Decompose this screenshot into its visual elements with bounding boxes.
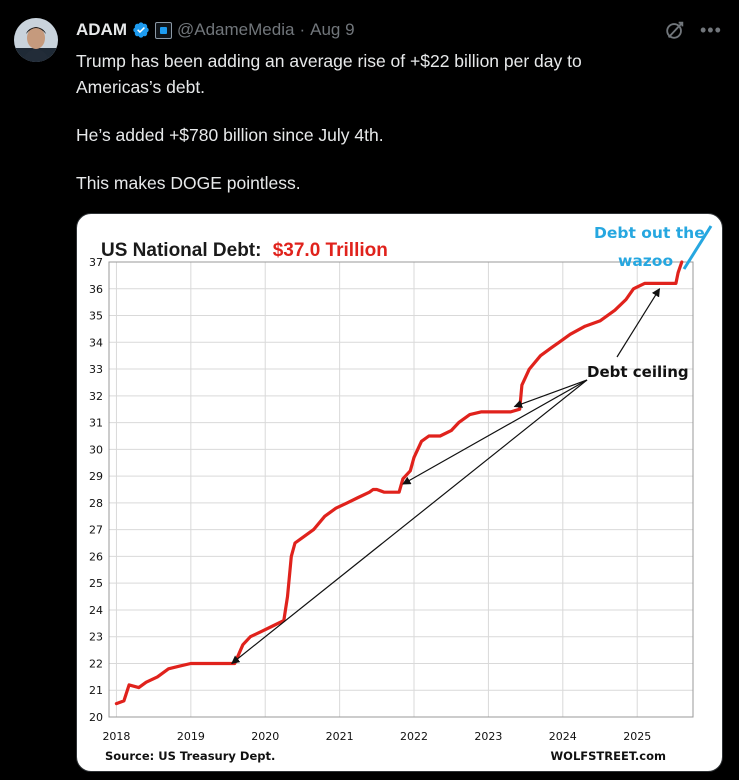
debt-ceiling-label: Debt ceiling [587,363,689,381]
y-tick-label: 33 [89,363,103,376]
y-tick-label: 37 [89,256,103,269]
x-tick-label: 2025 [623,730,651,743]
chart-title-prefix: US National Debt: [101,240,261,261]
x-tick-label: 2022 [400,730,428,743]
separator-dot: · [299,20,306,39]
author-handle[interactable]: @AdameMedia [177,20,295,39]
post-media-chart[interactable]: 20 21 22 23 24 25 26 27 28 29 30 31 32 33 34 35 36 37 201… [76,213,723,772]
post-text: Trump has been adding an average rise of… [76,48,716,196]
x-axis-ticks: 2018 2019 2020 2021 2022 2023 2024 2025 [102,730,651,743]
x-tick-label: 2023 [474,730,502,743]
y-tick-label: 22 [89,657,103,670]
more-icon[interactable]: ••• [700,20,722,40]
y-tick-label: 25 [89,577,103,590]
debt-ceiling-arrow [231,379,588,664]
y-tick-label: 26 [89,550,103,563]
author-name[interactable]: ADAM [76,20,127,39]
chart-source: Source: US Treasury Dept. [105,749,275,763]
y-tick-label: 21 [89,684,103,697]
y-tick-label: 32 [89,390,103,403]
y-tick-label: 20 [89,711,103,724]
post-header: ADAM @AdameMedia · Aug 9 [76,19,355,41]
wazoo-pointer [682,225,713,270]
y-tick-label: 24 [89,604,103,617]
y-tick-label: 29 [89,470,103,483]
x-tick-label: 2024 [549,730,577,743]
y-tick-label: 36 [89,283,103,296]
post-text-line: This makes DOGE pointless. [76,173,301,193]
y-tick-label: 30 [89,443,103,456]
debt-ceiling-arrow [616,288,661,358]
wazoo-label-line2: wazoo [618,252,673,270]
plot-frame [108,261,694,718]
avatar[interactable] [14,18,58,62]
grok-icon[interactable] [664,19,686,41]
debt-ceiling-arrow [513,379,588,408]
verified-badge-icon [133,22,149,38]
affiliate-badge-icon[interactable] [155,21,172,39]
wazoo-label-line1: Debt out the [594,224,705,242]
chart-title: US National Debt: $37.0 Trillion [101,240,388,261]
y-tick-label: 34 [89,336,103,349]
y-tick-label: 23 [89,631,103,644]
chart-credit: WOLFSTREET.com [550,749,666,763]
post-text-line: He’s added +$780 billion since July 4th. [76,125,384,145]
y-tick-label: 31 [89,417,103,430]
post-date[interactable]: Aug 9 [310,20,355,39]
x-tick-label: 2019 [177,730,205,743]
y-tick-label: 35 [89,310,103,323]
debt-series-line [114,260,684,706]
post-text-line: Trump has been adding an average rise of… [76,51,582,71]
y-tick-label: 27 [89,524,103,537]
debt-ceiling-arrows [231,288,661,664]
chart-title-value: $37.0 Trillion [273,240,388,261]
y-tick-label: 28 [89,497,103,510]
x-tick-label: 2021 [326,730,354,743]
chart-grid [109,261,693,718]
y-axis-ticks: 20 21 22 23 24 25 26 27 28 29 30 31 32 33 34 35 36 37 [89,256,103,724]
x-tick-label: 2020 [251,730,279,743]
post-text-line: Americas’s debt. [76,77,206,97]
x-tick-label: 2018 [102,730,130,743]
debt-ceiling-arrow [402,379,588,485]
